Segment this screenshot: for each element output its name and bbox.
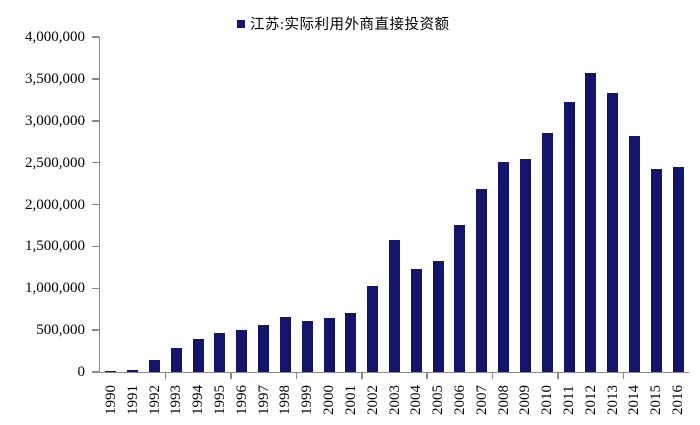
- x-axis-label-2008: 2008: [495, 385, 512, 415]
- x-axis-label-1996: 1996: [233, 385, 250, 415]
- bar-2005: [432, 261, 444, 372]
- x-axis-label-2010: 2010: [539, 385, 556, 415]
- x-axis-label-1998: 1998: [277, 385, 294, 415]
- x-axis-tick: [491, 372, 494, 379]
- y-axis-tick-label: 2,000,000: [25, 196, 85, 213]
- bar-2010: [541, 133, 553, 372]
- x-axis-label-1994: 1994: [190, 385, 207, 415]
- y-axis-tick-label: 3,500,000: [25, 70, 85, 87]
- x-axis-label-2005: 2005: [430, 385, 447, 415]
- bar-2012: [585, 73, 597, 372]
- x-axis-label-2001: 2001: [342, 385, 359, 415]
- y-axis-tick: [92, 161, 99, 164]
- x-axis-label-2012: 2012: [582, 385, 599, 415]
- x-axis-tick: [361, 372, 363, 379]
- x-axis-label-2016: 2016: [670, 385, 687, 415]
- bar-2001: [345, 313, 357, 372]
- x-axis-label-2004: 2004: [408, 385, 425, 415]
- x-axis-label-2011: 2011: [561, 385, 578, 415]
- bar-2000: [323, 318, 335, 372]
- bar-2015: [650, 168, 662, 372]
- y-axis-tick-label: 3,000,000: [25, 112, 85, 129]
- x-axis-tick: [164, 372, 167, 379]
- y-axis-tick: [92, 78, 99, 80]
- x-axis-label-2000: 2000: [321, 385, 338, 415]
- bar-1990: [105, 371, 117, 372]
- bar-1999: [301, 320, 313, 372]
- bar-2014: [628, 135, 640, 372]
- legend-label: 江苏:实际利用外商直接投资额: [250, 17, 450, 33]
- x-axis-label-2009: 2009: [517, 385, 534, 415]
- y-axis-tick: [92, 36, 99, 38]
- x-axis-label-2007: 2007: [473, 385, 490, 415]
- bar-1997: [258, 325, 270, 372]
- x-axis-label-1997: 1997: [255, 385, 272, 415]
- plot-area: 1990 1991 1992 1993 1994 1995 1996 1997 1998 1999…: [92, 36, 689, 415]
- x-axis-label-2006: 2006: [451, 385, 468, 415]
- bar-2004: [410, 269, 422, 372]
- bar-2011: [563, 102, 575, 372]
- y-axis-tick-label: 0: [77, 364, 86, 380]
- bar-2009: [519, 159, 531, 372]
- bar-2013: [607, 93, 619, 372]
- bar-2008: [498, 161, 510, 372]
- y-axis-tick: [92, 371, 99, 373]
- y-axis-tick: [92, 329, 99, 331]
- x-axis-label-1992: 1992: [146, 385, 163, 415]
- x-axis-label-1991: 1991: [124, 385, 141, 415]
- y-axis-tick: [92, 287, 99, 289]
- y-axis-labels: 4,000,000 3,500,000 3,000,000 2,500,000 2,00…: [0, 29, 85, 380]
- bar-2002: [367, 285, 379, 372]
- bar-1994: [192, 339, 204, 372]
- y-axis-tick: [92, 203, 99, 206]
- bar-1992: [149, 360, 161, 372]
- x-axis-tick: [557, 372, 559, 379]
- x-axis-label-1990: 1990: [102, 385, 119, 415]
- bar-2007: [476, 188, 488, 372]
- bar-1998: [279, 316, 291, 372]
- x-axis-tick: [426, 372, 428, 379]
- x-axis-tick: [295, 372, 298, 379]
- x-axis-label-2014: 2014: [626, 385, 643, 415]
- bar-2003: [389, 239, 400, 372]
- x-axis-label-1995: 1995: [211, 385, 228, 415]
- bar-1996: [236, 330, 248, 372]
- x-axis-label-2003: 2003: [386, 385, 403, 415]
- x-axis-label-2002: 2002: [364, 385, 381, 415]
- bar-1993: [170, 347, 182, 372]
- y-axis-tick-label: 1,500,000: [25, 238, 85, 255]
- bar-1995: [214, 332, 226, 372]
- legend-square-icon: [237, 19, 245, 28]
- y-axis-tick: [92, 245, 99, 248]
- x-axis-tick: [230, 372, 232, 379]
- y-axis-tick-label: 1,000,000: [25, 280, 85, 297]
- x-axis-label-1993: 1993: [168, 385, 185, 415]
- chart-legend: 江苏:实际利用外商直接投资额: [237, 13, 450, 34]
- x-axis-label-2015: 2015: [648, 385, 665, 415]
- y-axis-tick: [92, 120, 99, 122]
- y-axis-tick-label: 500,000: [36, 322, 85, 339]
- bar-2006: [454, 225, 466, 372]
- x-axis-label-2013: 2013: [604, 385, 621, 415]
- y-axis-tick-label: 2,500,000: [25, 154, 85, 171]
- bar-1991: [127, 370, 139, 372]
- x-axis-tick: [622, 372, 625, 379]
- bar-2016: [672, 166, 684, 372]
- x-axis-label-1999: 1999: [299, 385, 316, 415]
- y-axis-tick-label: 4,000,000: [25, 29, 85, 45]
